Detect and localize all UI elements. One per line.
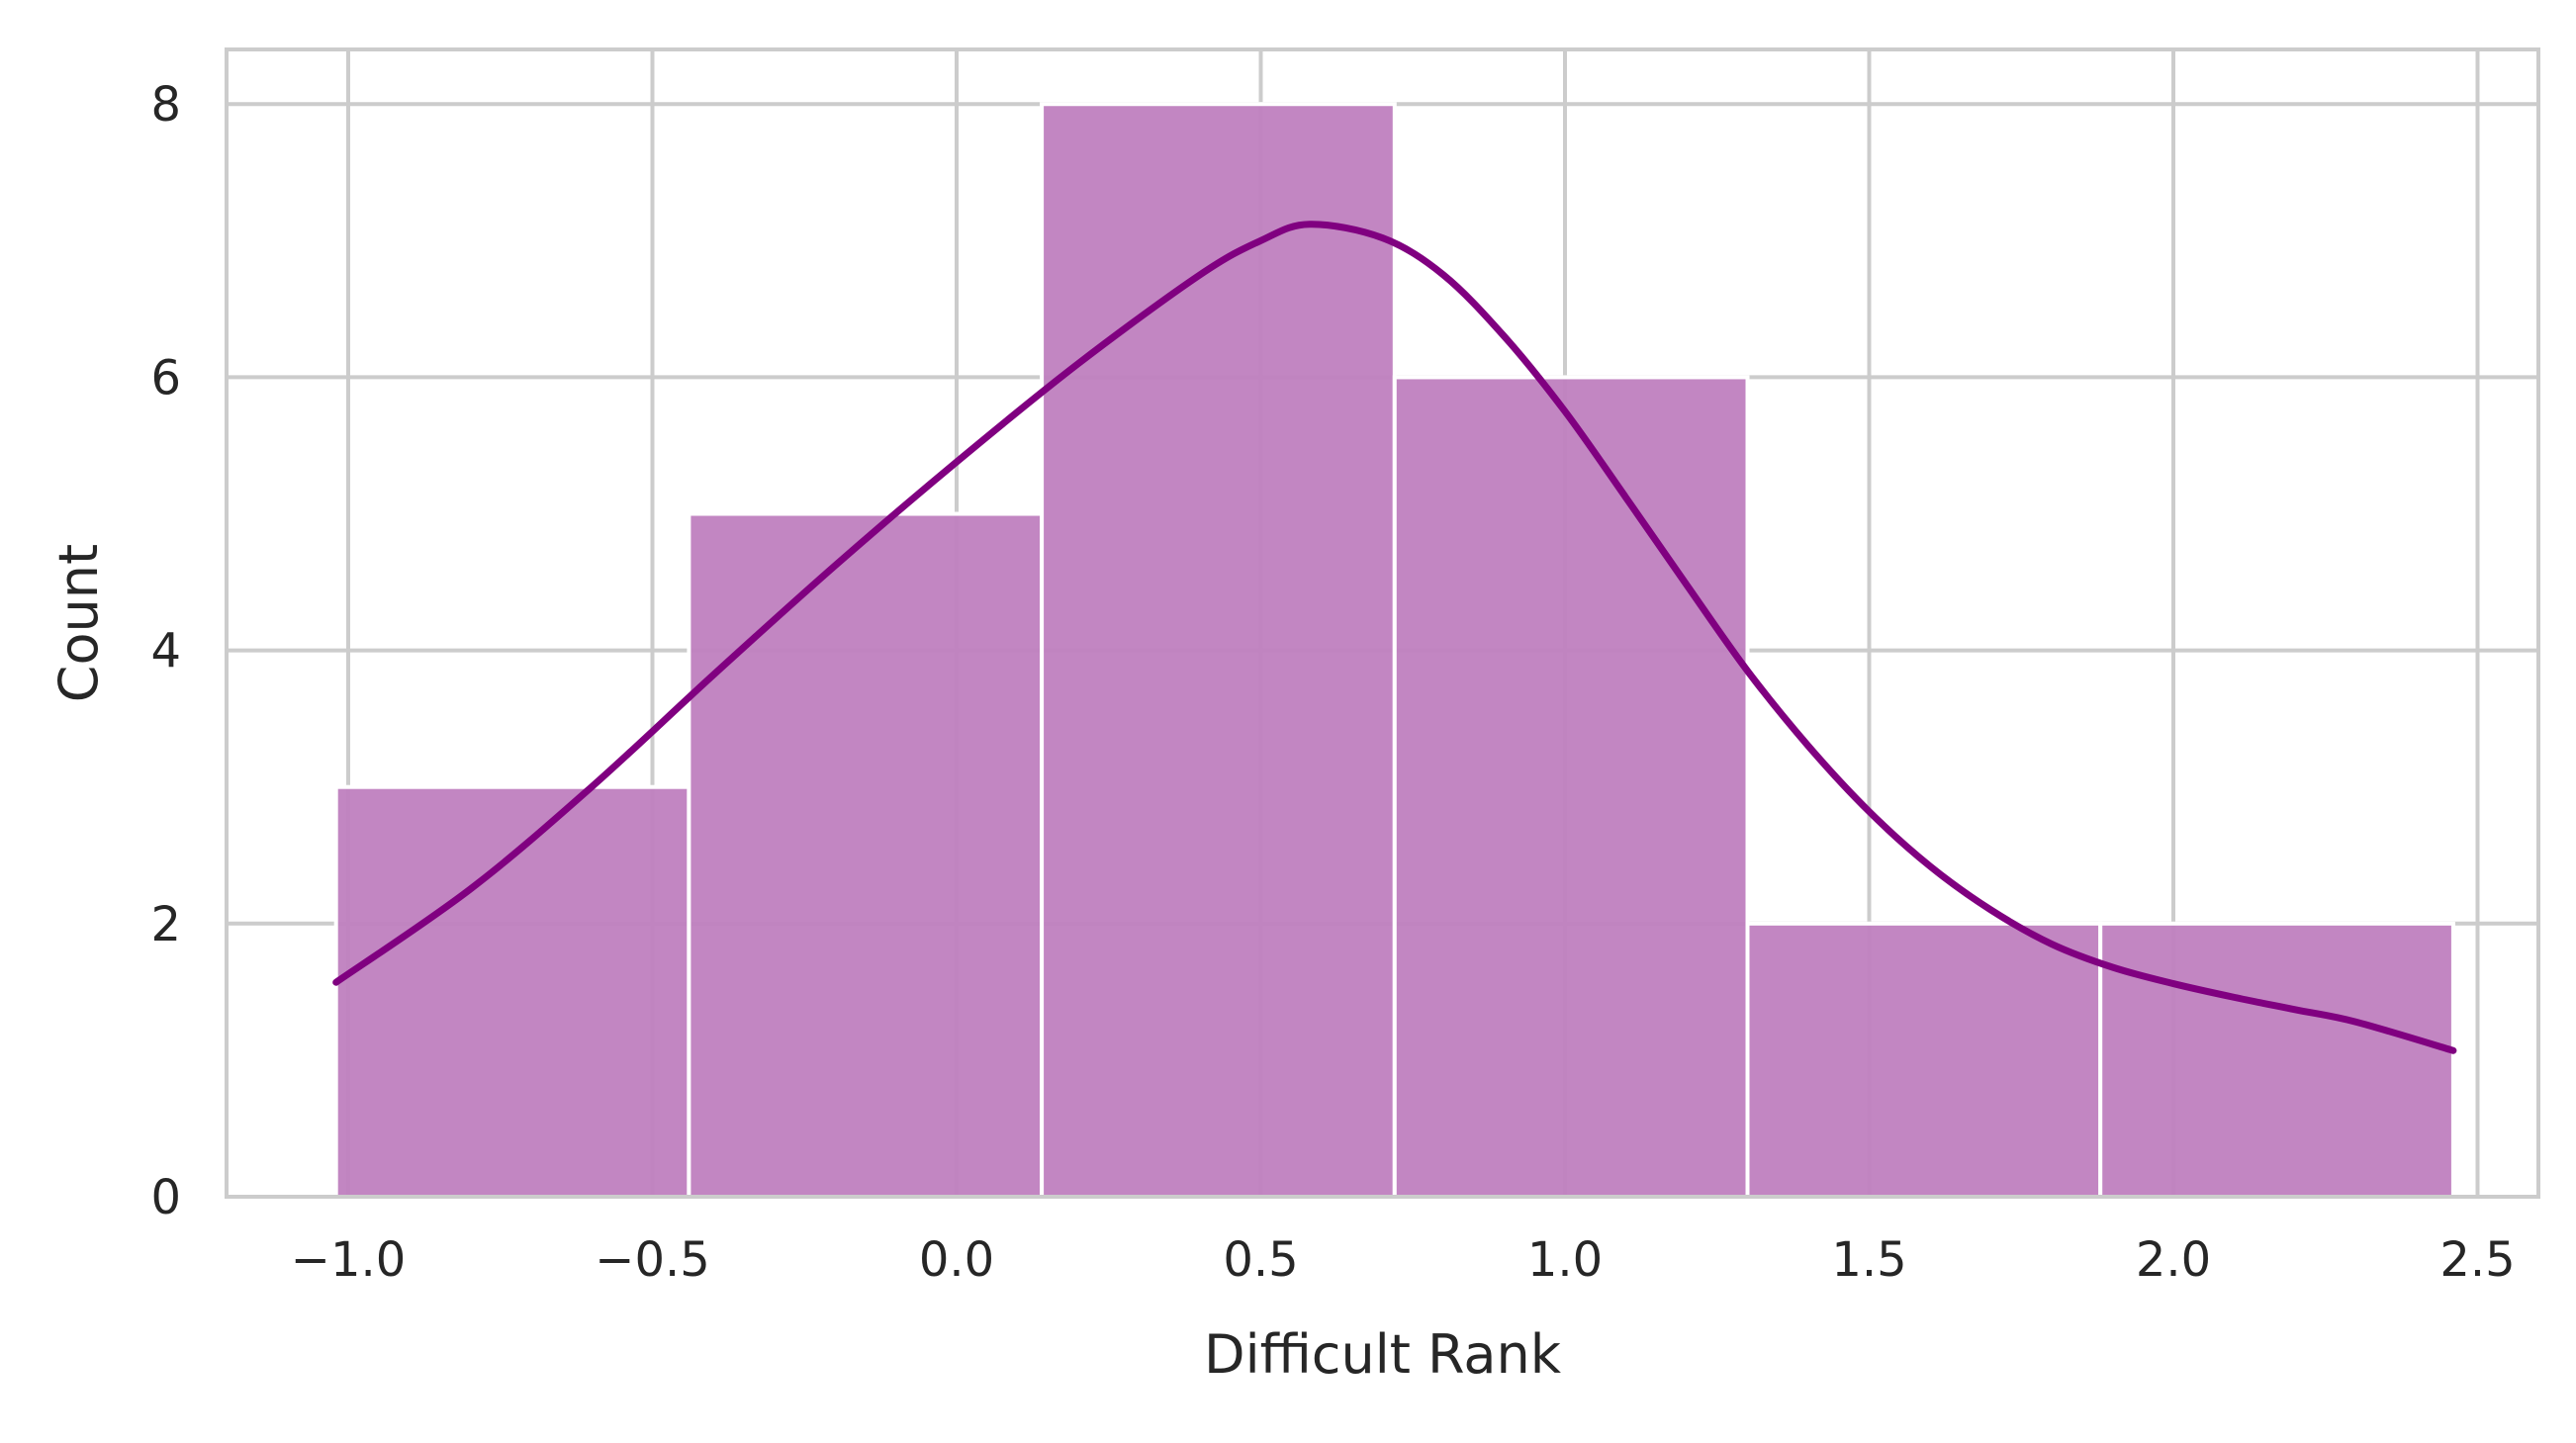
x-tick-label: 1.5 <box>1831 1232 1906 1288</box>
x-tick-label: −1.0 <box>291 1232 407 1288</box>
y-tick-label: 8 <box>150 77 181 133</box>
y-axis-label: Count <box>47 544 110 702</box>
x-tick-label: 1.0 <box>1527 1232 1603 1288</box>
x-tick-label: 0.5 <box>1223 1232 1298 1288</box>
x-tick-label: −0.5 <box>595 1232 710 1288</box>
histogram-bar <box>1040 102 1397 1200</box>
histogram-bar <box>687 511 1045 1199</box>
x-tick-label: 2.5 <box>2439 1232 2515 1288</box>
kde-line <box>332 221 2457 1054</box>
x-tick-label: 0.0 <box>919 1232 994 1288</box>
histogram-bar <box>2098 921 2455 1199</box>
y-tick-label: 6 <box>150 350 181 406</box>
histogram-bar <box>1392 375 1750 1199</box>
histogram-bar <box>1745 921 2103 1199</box>
plot-frame <box>225 47 2540 1199</box>
y-tick-label: 2 <box>150 897 181 952</box>
histogram-bar <box>333 784 691 1199</box>
y-tick-label: 0 <box>150 1170 181 1225</box>
kde-curve-group <box>332 221 2457 1054</box>
y-tick-label: 4 <box>150 624 181 679</box>
x-tick-label: 2.0 <box>2136 1232 2211 1288</box>
y-tick-labels: 0 2 4 6 8 <box>150 77 181 1225</box>
x-tick-labels: −1.0 −0.5 0.0 0.5 1.0 1.5 2.0 2.5 <box>291 1232 2516 1288</box>
histogram-bars <box>333 102 2455 1200</box>
x-axis-label: Difficult Rank <box>1204 1323 1562 1386</box>
